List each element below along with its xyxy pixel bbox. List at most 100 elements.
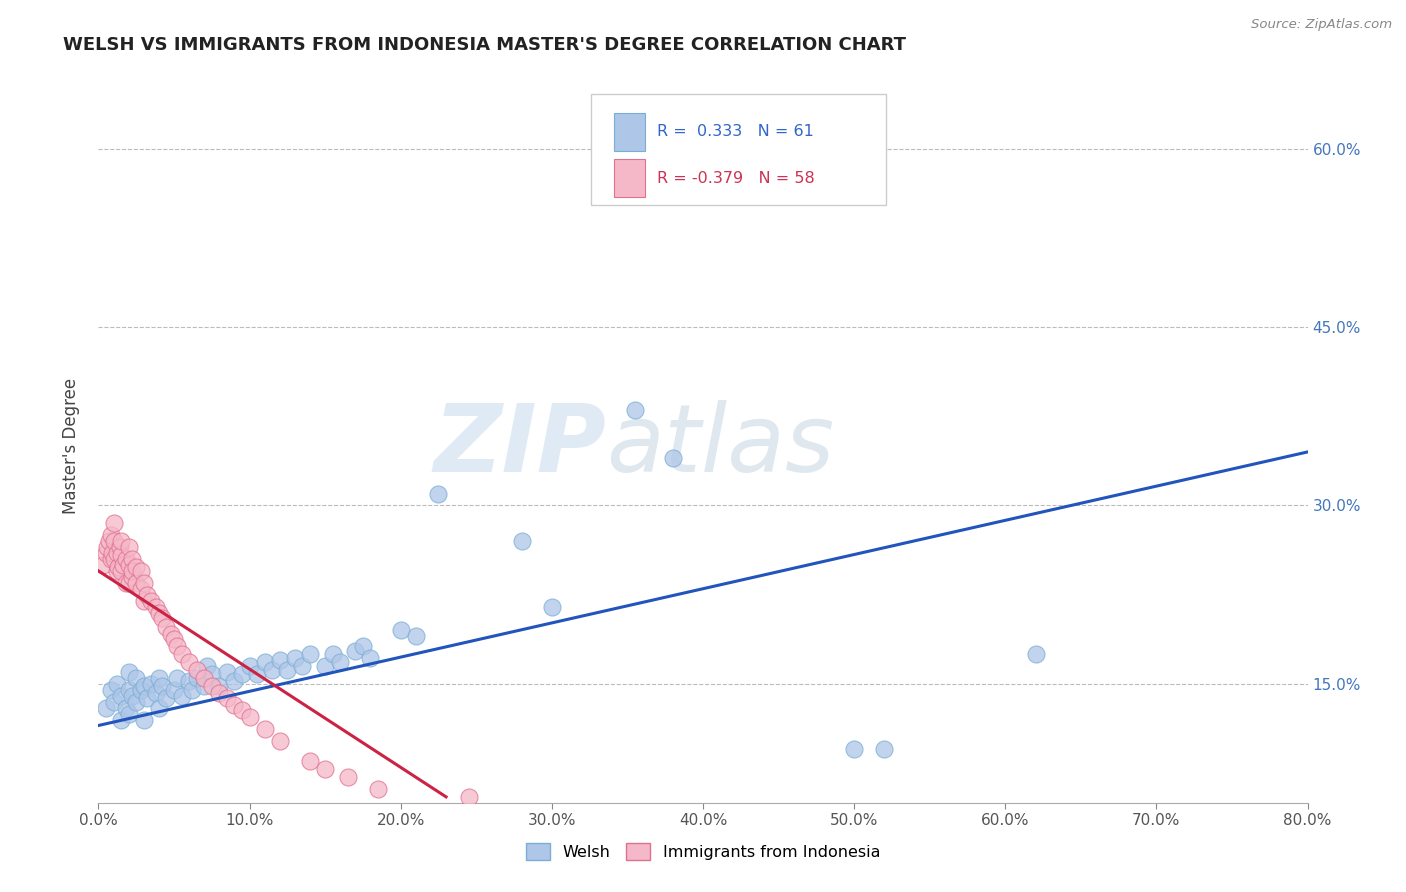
- Point: [253, 656, 276, 670]
- Point: [132, 593, 155, 607]
- Point: [540, 599, 562, 614]
- Point: [299, 647, 322, 661]
- Point: [105, 564, 128, 578]
- Point: [314, 763, 336, 777]
- Point: [118, 558, 141, 572]
- Point: [121, 564, 143, 578]
- Text: atlas: atlas: [606, 401, 835, 491]
- Point: [201, 667, 224, 681]
- Point: [148, 671, 170, 685]
- Point: [141, 677, 163, 691]
- Point: [121, 689, 143, 703]
- Point: [389, 624, 412, 638]
- Point: [111, 558, 134, 572]
- Point: [344, 643, 367, 657]
- Point: [224, 698, 246, 713]
- Point: [110, 564, 132, 578]
- Text: R =  0.333   N = 61: R = 0.333 N = 61: [657, 125, 814, 139]
- Point: [132, 575, 155, 590]
- Point: [170, 689, 193, 703]
- Point: [367, 781, 389, 796]
- Point: [148, 700, 170, 714]
- Text: Source: ZipAtlas.com: Source: ZipAtlas.com: [1251, 18, 1392, 31]
- Point: [103, 695, 125, 709]
- Text: R = -0.379   N = 58: R = -0.379 N = 58: [657, 170, 814, 186]
- Point: [314, 659, 336, 673]
- Y-axis label: Master's Degree: Master's Degree: [62, 378, 80, 514]
- Point: [215, 665, 238, 679]
- Point: [284, 650, 307, 665]
- Point: [118, 665, 141, 679]
- Point: [141, 593, 163, 607]
- Point: [873, 742, 896, 756]
- Point: [150, 611, 173, 625]
- Point: [231, 703, 253, 717]
- Point: [129, 682, 152, 697]
- Point: [132, 713, 155, 727]
- Text: WELSH VS IMMIGRANTS FROM INDONESIA MASTER'S DEGREE CORRELATION CHART: WELSH VS IMMIGRANTS FROM INDONESIA MASTE…: [63, 36, 907, 54]
- Point: [101, 546, 124, 560]
- Point: [114, 552, 136, 566]
- Point: [125, 695, 148, 709]
- Point: [96, 540, 118, 554]
- Point: [103, 534, 125, 549]
- Point: [246, 667, 269, 681]
- Point: [322, 647, 344, 661]
- Text: ZIP: ZIP: [433, 400, 606, 492]
- Point: [208, 679, 231, 693]
- Point: [360, 650, 382, 665]
- Point: [118, 706, 141, 721]
- Point: [150, 679, 173, 693]
- Point: [624, 403, 647, 417]
- Point: [98, 534, 121, 549]
- Point: [405, 629, 427, 643]
- Point: [121, 552, 143, 566]
- Point: [661, 450, 683, 465]
- Point: [269, 734, 291, 748]
- Point: [103, 552, 125, 566]
- Point: [239, 710, 262, 724]
- Point: [291, 659, 314, 673]
- Point: [253, 722, 276, 736]
- Point: [105, 677, 128, 691]
- Point: [107, 560, 129, 574]
- Point: [125, 560, 148, 574]
- Point: [181, 682, 204, 697]
- Point: [208, 686, 231, 700]
- Point: [100, 682, 122, 697]
- Point: [121, 570, 143, 584]
- Point: [145, 599, 167, 614]
- Point: [193, 679, 215, 693]
- Point: [129, 564, 152, 578]
- Point: [118, 575, 141, 590]
- Point: [148, 606, 170, 620]
- Point: [129, 582, 152, 596]
- Point: [352, 639, 374, 653]
- Point: [179, 656, 201, 670]
- Point: [105, 546, 128, 560]
- Point: [125, 671, 148, 685]
- Point: [103, 516, 125, 531]
- Point: [135, 588, 157, 602]
- Point: [231, 667, 253, 681]
- Point: [193, 671, 215, 685]
- Point: [118, 540, 141, 554]
- Point: [163, 682, 186, 697]
- Point: [336, 770, 359, 784]
- Point: [91, 558, 114, 572]
- Point: [114, 575, 136, 590]
- Point: [186, 671, 208, 685]
- Point: [155, 691, 177, 706]
- Point: [239, 659, 262, 673]
- Point: [155, 620, 177, 634]
- Point: [201, 679, 224, 693]
- Point: [132, 679, 155, 693]
- Point: [166, 671, 188, 685]
- Point: [215, 691, 238, 706]
- Point: [457, 789, 479, 804]
- Point: [94, 700, 117, 714]
- Point: [110, 549, 132, 563]
- Point: [427, 486, 450, 500]
- Point: [262, 663, 284, 677]
- Point: [1024, 647, 1046, 661]
